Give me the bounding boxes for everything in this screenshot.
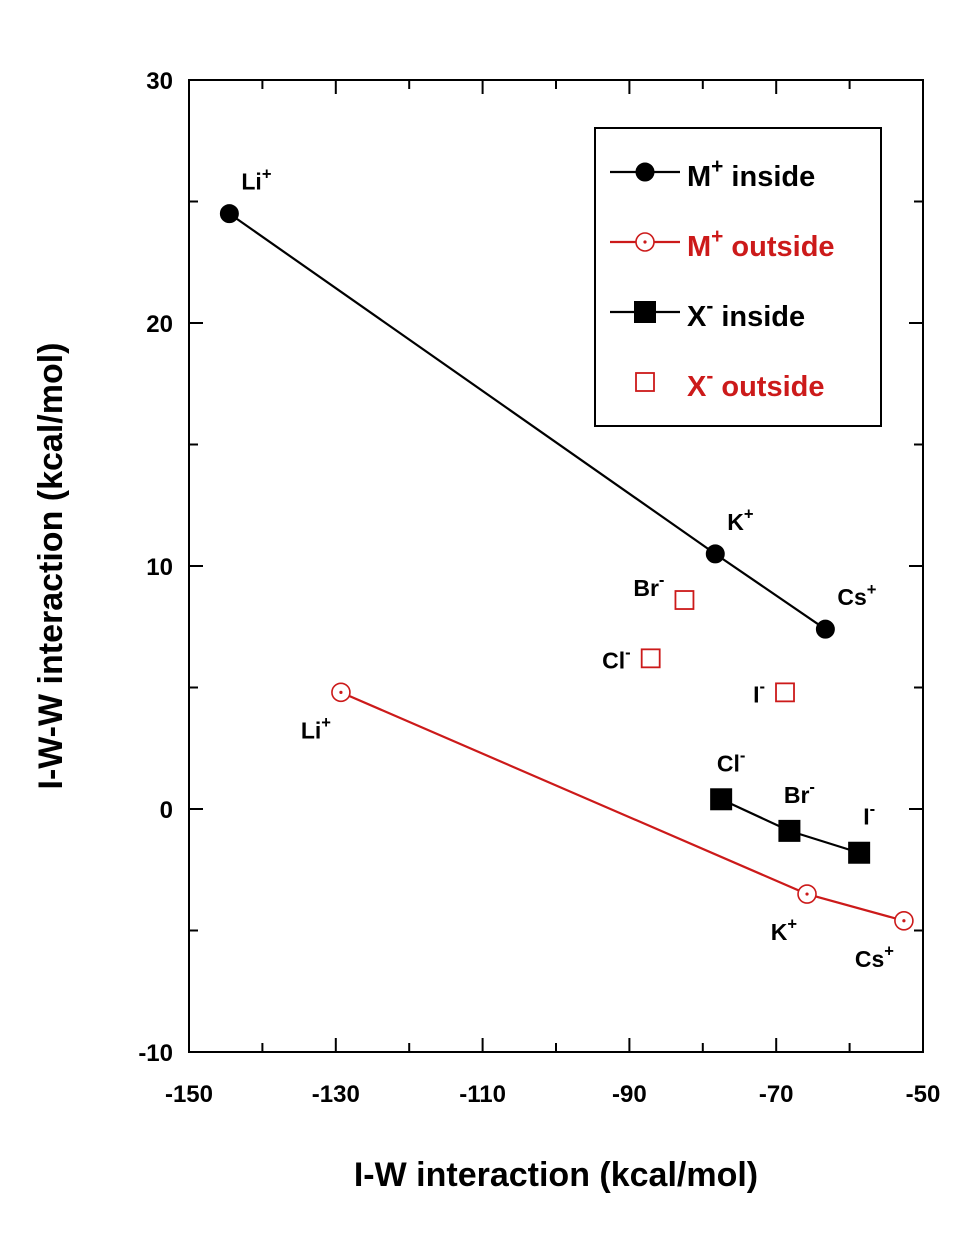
- point-label: Li+: [241, 164, 271, 194]
- x-tick-label: -50: [906, 1081, 941, 1108]
- x-tick-label: -150: [165, 1081, 213, 1108]
- point-label: K+: [771, 915, 797, 945]
- data-point-open-square: [640, 648, 661, 669]
- legend-marker: [634, 301, 656, 323]
- legend-marker: [635, 372, 655, 392]
- data-point-filled-square: [710, 788, 733, 811]
- data-point-filled-circle: [219, 204, 239, 224]
- marker-dot: [805, 892, 809, 896]
- data-point-filled-circle: [815, 619, 835, 639]
- marker-dot: [643, 240, 647, 244]
- y-axis-label: I-W-W interaction (kcal/mol): [32, 343, 70, 790]
- x-tick-label: -130: [312, 1081, 360, 1108]
- point-label: Cl-: [717, 746, 746, 776]
- x-tick-label: -70: [759, 1081, 794, 1108]
- point-label: Cs+: [855, 941, 894, 971]
- y-tick-label: -10: [138, 1040, 173, 1067]
- data-point-filled-square: [778, 819, 801, 842]
- marker-dot: [902, 919, 906, 923]
- data-point-open-circle: [894, 910, 914, 931]
- legend-marker: [635, 232, 655, 252]
- series-line-1: [340, 691, 905, 922]
- point-label: K+: [727, 505, 753, 535]
- data-point-filled-circle: [705, 544, 725, 564]
- data-point-open-circle: [797, 884, 817, 904]
- data-point-open-square: [775, 682, 795, 703]
- point-label: Cs+: [837, 580, 876, 610]
- y-tick-label: 10: [146, 554, 173, 581]
- point-label: Li+: [301, 713, 331, 743]
- legend: M+ inside M+ outside X- inside X- outside: [594, 127, 882, 427]
- legend-label: M+ outside: [687, 225, 835, 263]
- point-label: I-: [753, 677, 765, 707]
- data-point-open-circle: [331, 682, 351, 703]
- y-tick-label: 30: [146, 68, 173, 95]
- x-tick-label: -90: [612, 1081, 647, 1108]
- legend-label: X- outside: [687, 365, 824, 403]
- marker-dot: [339, 690, 343, 694]
- point-label: Br-: [633, 571, 664, 601]
- data-point-filled-square: [848, 841, 871, 864]
- x-axis-label: I-W interaction (kcal/mol): [354, 1156, 758, 1194]
- point-label: Cl-: [602, 643, 631, 673]
- legend-label: M+ inside: [687, 155, 815, 193]
- legend-label: X- inside: [687, 295, 805, 333]
- point-label: Br-: [784, 778, 815, 808]
- point-label: I-: [863, 799, 875, 829]
- y-tick-label: 20: [146, 311, 173, 338]
- x-tick-label: -110: [459, 1081, 506, 1108]
- legend-marker: [635, 162, 655, 182]
- y-tick-label: 0: [160, 797, 173, 824]
- data-point-open-square: [674, 590, 695, 610]
